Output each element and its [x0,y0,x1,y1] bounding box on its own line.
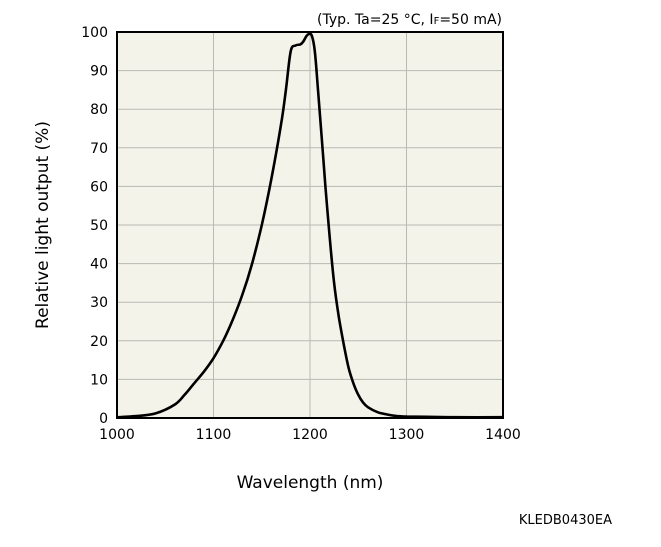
x-tick-label: 1100 [196,427,232,443]
y-tick-label: 50 [90,218,108,234]
y-tick-label: 80 [90,102,108,118]
x-axis-label: Wavelength (nm) [237,473,384,493]
y-tick-label: 30 [90,295,108,311]
condition-note-end: =50 mA) [439,12,502,28]
figure-code: KLEDB0430EA [518,513,612,528]
condition-note-main: (Typ. Ta=25 °C, I [317,12,434,28]
y-tick-label: 20 [90,334,108,350]
y-tick-label: 0 [99,411,108,427]
y-tick-label: 10 [90,372,108,388]
x-tick-label: 1300 [389,427,425,443]
x-tick-label: 1200 [292,427,328,443]
condition-note: (Typ. Ta=25 °C, IF=50 mA) [317,12,502,28]
y-tick-label: 90 [90,64,108,80]
y-tick-label: 70 [90,141,108,157]
grid-lines [117,32,503,418]
x-tick-label: 1000 [99,427,135,443]
x-tick-labels: 1000 1100 1200 1300 1400 [99,427,521,443]
y-axis-label: Relative light output (%) [33,121,53,329]
y-tick-labels: 0 10 20 30 40 50 60 70 80 90 100 [81,25,108,427]
condition-note-subscript: F [434,16,440,27]
plot-frame [116,31,504,419]
series-line [116,32,504,419]
y-tick-label: 40 [90,257,108,273]
x-tick-label: 1400 [485,427,521,443]
y-tick-label: 100 [81,25,108,41]
y-tick-label: 60 [90,179,108,195]
